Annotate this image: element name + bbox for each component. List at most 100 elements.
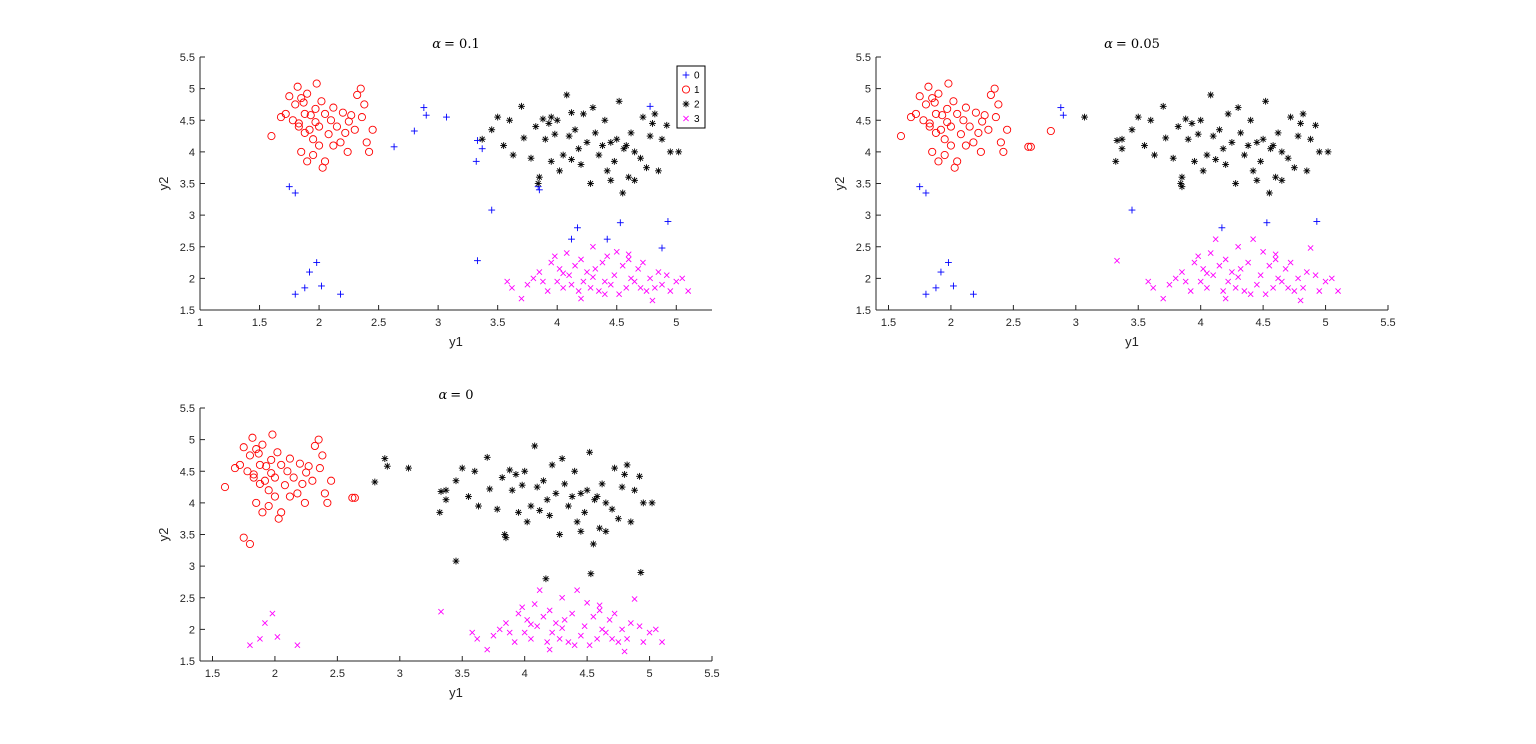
data-point	[563, 250, 570, 256]
data-point	[636, 472, 643, 480]
x-tick-label: 3.5	[455, 668, 470, 680]
data-point	[264, 486, 273, 495]
data-point	[1253, 138, 1261, 146]
data-point	[950, 282, 957, 290]
data-point	[1287, 259, 1294, 266]
data-point	[611, 610, 618, 617]
y-tick-label: 2.5	[180, 242, 195, 254]
legend-label: 2	[694, 100, 700, 111]
data-point	[1145, 278, 1152, 285]
y-tick-label: 2	[865, 273, 871, 285]
x-tick-label: 2.5	[371, 317, 386, 329]
data-point	[563, 91, 571, 99]
data-point	[356, 84, 365, 93]
data-point	[659, 281, 665, 288]
data-point	[664, 218, 672, 225]
title-symbol: α	[432, 37, 441, 52]
x-tick-label: 2.5	[1006, 317, 1021, 329]
data-point	[297, 94, 306, 103]
data-point	[1197, 278, 1204, 285]
data-point	[508, 486, 516, 494]
data-point	[243, 467, 252, 476]
data-point	[1210, 272, 1217, 279]
data-point	[613, 248, 620, 255]
data-point	[1182, 278, 1189, 285]
data-point	[547, 157, 555, 165]
y-tick-label: 3	[189, 210, 195, 222]
data-point	[303, 157, 312, 166]
data-point	[559, 625, 566, 632]
data-point	[474, 137, 481, 144]
data-point	[511, 639, 518, 645]
data-point	[458, 464, 466, 472]
y-tick-label: 3	[865, 210, 871, 222]
data-point	[543, 496, 551, 504]
data-point	[329, 103, 338, 112]
data-point	[604, 253, 611, 260]
data-point	[565, 639, 572, 645]
data-point	[285, 92, 294, 101]
data-point	[320, 157, 330, 166]
data-point	[976, 147, 985, 156]
data-point	[611, 272, 618, 279]
data-point	[1244, 142, 1252, 149]
data-point	[452, 477, 460, 485]
x-tick-label: 4.5	[579, 668, 594, 680]
data-point	[625, 251, 632, 258]
data-point	[289, 473, 298, 482]
data-point	[254, 449, 263, 458]
y-tick-label: 5	[865, 84, 871, 96]
data-point	[1197, 116, 1205, 124]
data-point	[504, 278, 511, 285]
data-point	[474, 635, 481, 642]
data-point	[1207, 250, 1214, 256]
x-tick-label: 4	[554, 317, 560, 329]
data-point	[534, 180, 542, 187]
x-tick-label: 2	[948, 317, 954, 329]
data-point	[267, 132, 276, 141]
data-point	[667, 288, 674, 294]
data-point	[1303, 167, 1311, 175]
data-point	[452, 557, 460, 565]
data-point	[552, 489, 560, 497]
data-point	[281, 109, 290, 118]
data-point	[615, 639, 622, 645]
y-tick-label: 4	[189, 498, 195, 510]
data-point	[631, 596, 638, 602]
data-point	[991, 113, 1000, 122]
data-point	[442, 486, 450, 494]
data-point	[949, 97, 958, 106]
data-point	[1272, 256, 1279, 263]
data-point	[589, 540, 597, 548]
series-2	[1081, 91, 1332, 197]
data-point	[368, 125, 377, 134]
y-tick-label: 3	[189, 561, 195, 573]
data-point	[940, 135, 949, 144]
data-point	[1219, 145, 1227, 153]
data-point	[603, 235, 611, 243]
data-point	[1057, 104, 1065, 111]
data-point	[559, 151, 567, 159]
data-point	[663, 272, 670, 279]
data-point	[568, 281, 575, 288]
data-point	[336, 138, 345, 147]
data-point	[410, 127, 418, 135]
data-point	[262, 620, 268, 626]
x-tick-label: 5.5	[704, 668, 719, 680]
y-tick-label: 4.5	[856, 115, 871, 127]
y-tick-label: 4	[189, 147, 195, 159]
data-point	[560, 284, 567, 291]
data-point	[1312, 121, 1319, 129]
data-point	[1178, 173, 1186, 181]
data-point	[1312, 272, 1319, 279]
data-point	[994, 100, 1003, 109]
x-tick-label: 3	[1073, 317, 1079, 329]
series-1	[896, 79, 1055, 172]
data-point	[1313, 218, 1321, 225]
data-point	[518, 481, 526, 489]
y-tick-label: 4.5	[180, 466, 195, 478]
data-point	[559, 594, 566, 601]
data-point	[472, 157, 480, 165]
data-point	[527, 502, 535, 510]
data-point	[1184, 135, 1192, 143]
